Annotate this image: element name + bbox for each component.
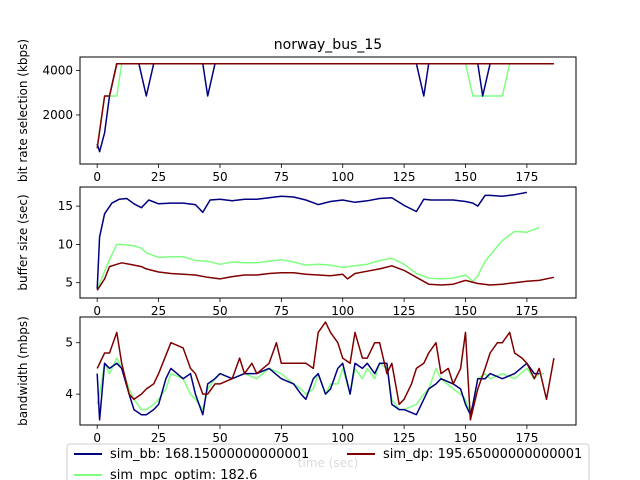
legend-label: sim_bb: 168.15000000000001 (110, 447, 309, 462)
x-tick-label: 175 (515, 170, 538, 184)
y-axis-label: bit rate selection (kbps) (16, 39, 30, 182)
series-group (96, 62, 554, 153)
y-tick-label: 2000 (42, 108, 73, 122)
series-line-sim-bb (96, 62, 540, 153)
series-line-sim-dp (96, 321, 555, 421)
series-line-sim-dp (96, 262, 555, 291)
chart-title: norway_bus_15 (274, 37, 382, 53)
series-line-sim-bb (96, 191, 528, 289)
x-tick-label: 25 (151, 170, 166, 184)
y-tick-label: 10 (58, 237, 73, 251)
x-tick-label: 50 (212, 304, 227, 318)
x-tick-label: 100 (331, 431, 354, 445)
x-tick-label: 175 (515, 431, 538, 445)
x-tick-label: 50 (212, 431, 227, 445)
x-tick-label: 150 (454, 170, 477, 184)
x-tick-label: 75 (274, 431, 289, 445)
y-tick-label: 5 (65, 276, 73, 290)
series-group (96, 191, 555, 291)
legend-entry: sim_bb: 168.15000000000001 (74, 447, 309, 462)
x-tick-label: 0 (93, 431, 101, 445)
y-axis-label: bandwidth (mbps) (16, 316, 30, 426)
x-tick-label: 150 (454, 431, 477, 445)
x-tick-label: 25 (151, 304, 166, 318)
y-tick-label: 5 (65, 336, 73, 350)
y-axis-label: buffer size (sec) (16, 194, 30, 290)
x-tick-label: 75 (274, 170, 289, 184)
series-line-sim-dp (96, 62, 554, 149)
x-tick-label: 150 (454, 304, 477, 318)
x-tick-label: 175 (515, 304, 538, 318)
series-group (96, 321, 555, 421)
legend-box (66, 443, 590, 480)
axes-frame (79, 316, 577, 426)
x-tick-label: 75 (274, 304, 289, 318)
y-tick-label: 15 (58, 199, 73, 213)
legend-entry: sim_mpc_optim: 182.6 (74, 468, 257, 480)
y-tick-label: 4 (65, 387, 73, 401)
x-tick-label: 125 (393, 170, 416, 184)
y-tick-label: 4000 (42, 63, 73, 77)
subplot-1: 0 25 50 75 100 125 150 175 2000 4000 bit rate sele… (16, 37, 577, 184)
axes-frame (79, 56, 577, 165)
axes-frame (79, 186, 577, 299)
x-tick-label: 100 (331, 170, 354, 184)
series-line-sim-mpc-optim (96, 357, 545, 416)
x-tick-label: 25 (151, 431, 166, 445)
legend-entry: sim_dp: 195.65000000000001 (347, 447, 582, 462)
series-line-sim-mpc-optim (96, 62, 545, 147)
x-tick-label: 125 (393, 431, 416, 445)
legend: sim_bb: 168.15000000000001 sim_dp: 195.65… (66, 443, 590, 480)
subplot-2: 0 25 50 75 100 125 150 175 5 10 15 buffer size (sec… (16, 186, 577, 318)
x-tick-label: 100 (331, 304, 354, 318)
series-line-sim-bb (96, 362, 540, 421)
legend-label: sim_mpc_optim: 182.6 (110, 468, 257, 480)
x-tick-label: 125 (393, 304, 416, 318)
x-tick-label: 0 (93, 170, 101, 184)
legend-label: sim_dp: 195.65000000000001 (383, 447, 582, 462)
x-tick-label: 0 (93, 304, 101, 318)
series-line-sim-mpc-optim (96, 226, 540, 290)
x-tick-label: 50 (212, 170, 227, 184)
